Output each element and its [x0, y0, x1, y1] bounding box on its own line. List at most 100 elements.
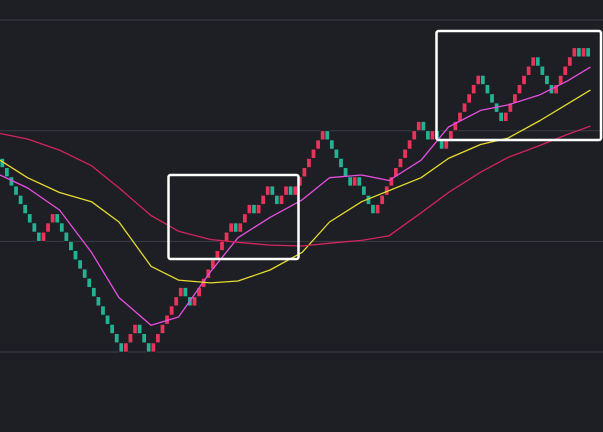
brick	[411, 130, 417, 141]
brick	[388, 176, 395, 187]
brick	[265, 185, 271, 196]
brick	[480, 74, 486, 85]
brick	[425, 130, 431, 141]
brick	[315, 139, 321, 150]
brick	[544, 74, 550, 85]
brick	[123, 342, 129, 353]
brick	[49, 213, 56, 224]
brick	[109, 323, 115, 334]
brick	[233, 222, 239, 233]
brick	[228, 222, 234, 233]
brick	[292, 185, 298, 196]
brick	[416, 121, 422, 132]
brick	[342, 167, 349, 178]
brick	[333, 148, 340, 159]
brick	[402, 148, 408, 159]
brick	[95, 296, 102, 307]
brick	[141, 333, 147, 344]
brick	[278, 194, 285, 205]
brick	[146, 342, 152, 353]
brick	[77, 259, 83, 270]
brick	[59, 222, 65, 233]
brick	[255, 204, 262, 215]
highlight-box	[167, 173, 300, 261]
brick	[155, 333, 161, 344]
brick	[466, 93, 472, 104]
brick	[438, 139, 445, 150]
brick	[223, 231, 230, 242]
brick	[585, 47, 591, 58]
brick	[173, 296, 179, 307]
brick	[274, 194, 280, 205]
brick	[104, 314, 111, 325]
brick	[507, 102, 514, 113]
brick	[338, 157, 344, 168]
brick	[150, 342, 157, 353]
brick	[361, 185, 367, 196]
brick	[535, 56, 541, 67]
brick	[91, 287, 97, 298]
brick	[567, 56, 573, 67]
brick	[374, 204, 381, 215]
brick	[269, 185, 276, 196]
brick	[347, 176, 353, 187]
brick	[237, 222, 243, 233]
brick	[13, 185, 19, 196]
brick	[498, 111, 504, 122]
brick	[571, 47, 578, 58]
brick	[429, 130, 436, 141]
brick	[301, 167, 308, 178]
brick	[17, 194, 24, 205]
brick	[168, 305, 175, 316]
brick	[352, 176, 358, 187]
brick	[45, 222, 51, 233]
brick	[319, 130, 326, 141]
brick	[489, 93, 495, 104]
brick	[503, 111, 509, 122]
brick	[251, 204, 257, 215]
brick	[530, 56, 536, 67]
brick	[191, 296, 198, 307]
moving-average-line	[0, 66, 591, 326]
brick	[136, 323, 143, 334]
brick	[475, 74, 481, 85]
brick	[553, 84, 559, 95]
brick	[283, 185, 289, 196]
brick	[525, 65, 532, 76]
brick	[306, 157, 312, 168]
brick	[356, 176, 362, 187]
brick	[539, 65, 546, 76]
brick	[68, 240, 74, 251]
brick	[562, 65, 568, 76]
brick	[448, 130, 454, 141]
brick	[420, 121, 427, 132]
brick	[159, 323, 166, 334]
brick	[127, 333, 134, 344]
brick	[22, 204, 28, 215]
brick	[81, 268, 88, 279]
brick	[72, 250, 79, 261]
brick	[100, 305, 106, 316]
bricks	[0, 47, 591, 353]
brick	[370, 204, 376, 215]
brick	[219, 240, 225, 251]
brick	[4, 167, 10, 178]
brick	[576, 47, 582, 58]
brick	[242, 213, 248, 224]
brick	[310, 148, 317, 159]
brick	[397, 157, 404, 168]
brick	[443, 139, 449, 150]
brick	[54, 213, 60, 224]
brick	[86, 277, 92, 288]
brick	[118, 342, 124, 353]
brick	[471, 84, 477, 95]
grid	[0, 19, 603, 353]
brick	[178, 287, 184, 298]
brick	[484, 84, 491, 95]
brick	[452, 121, 459, 132]
brick	[40, 231, 47, 242]
brick	[31, 222, 38, 233]
brick	[324, 130, 330, 141]
